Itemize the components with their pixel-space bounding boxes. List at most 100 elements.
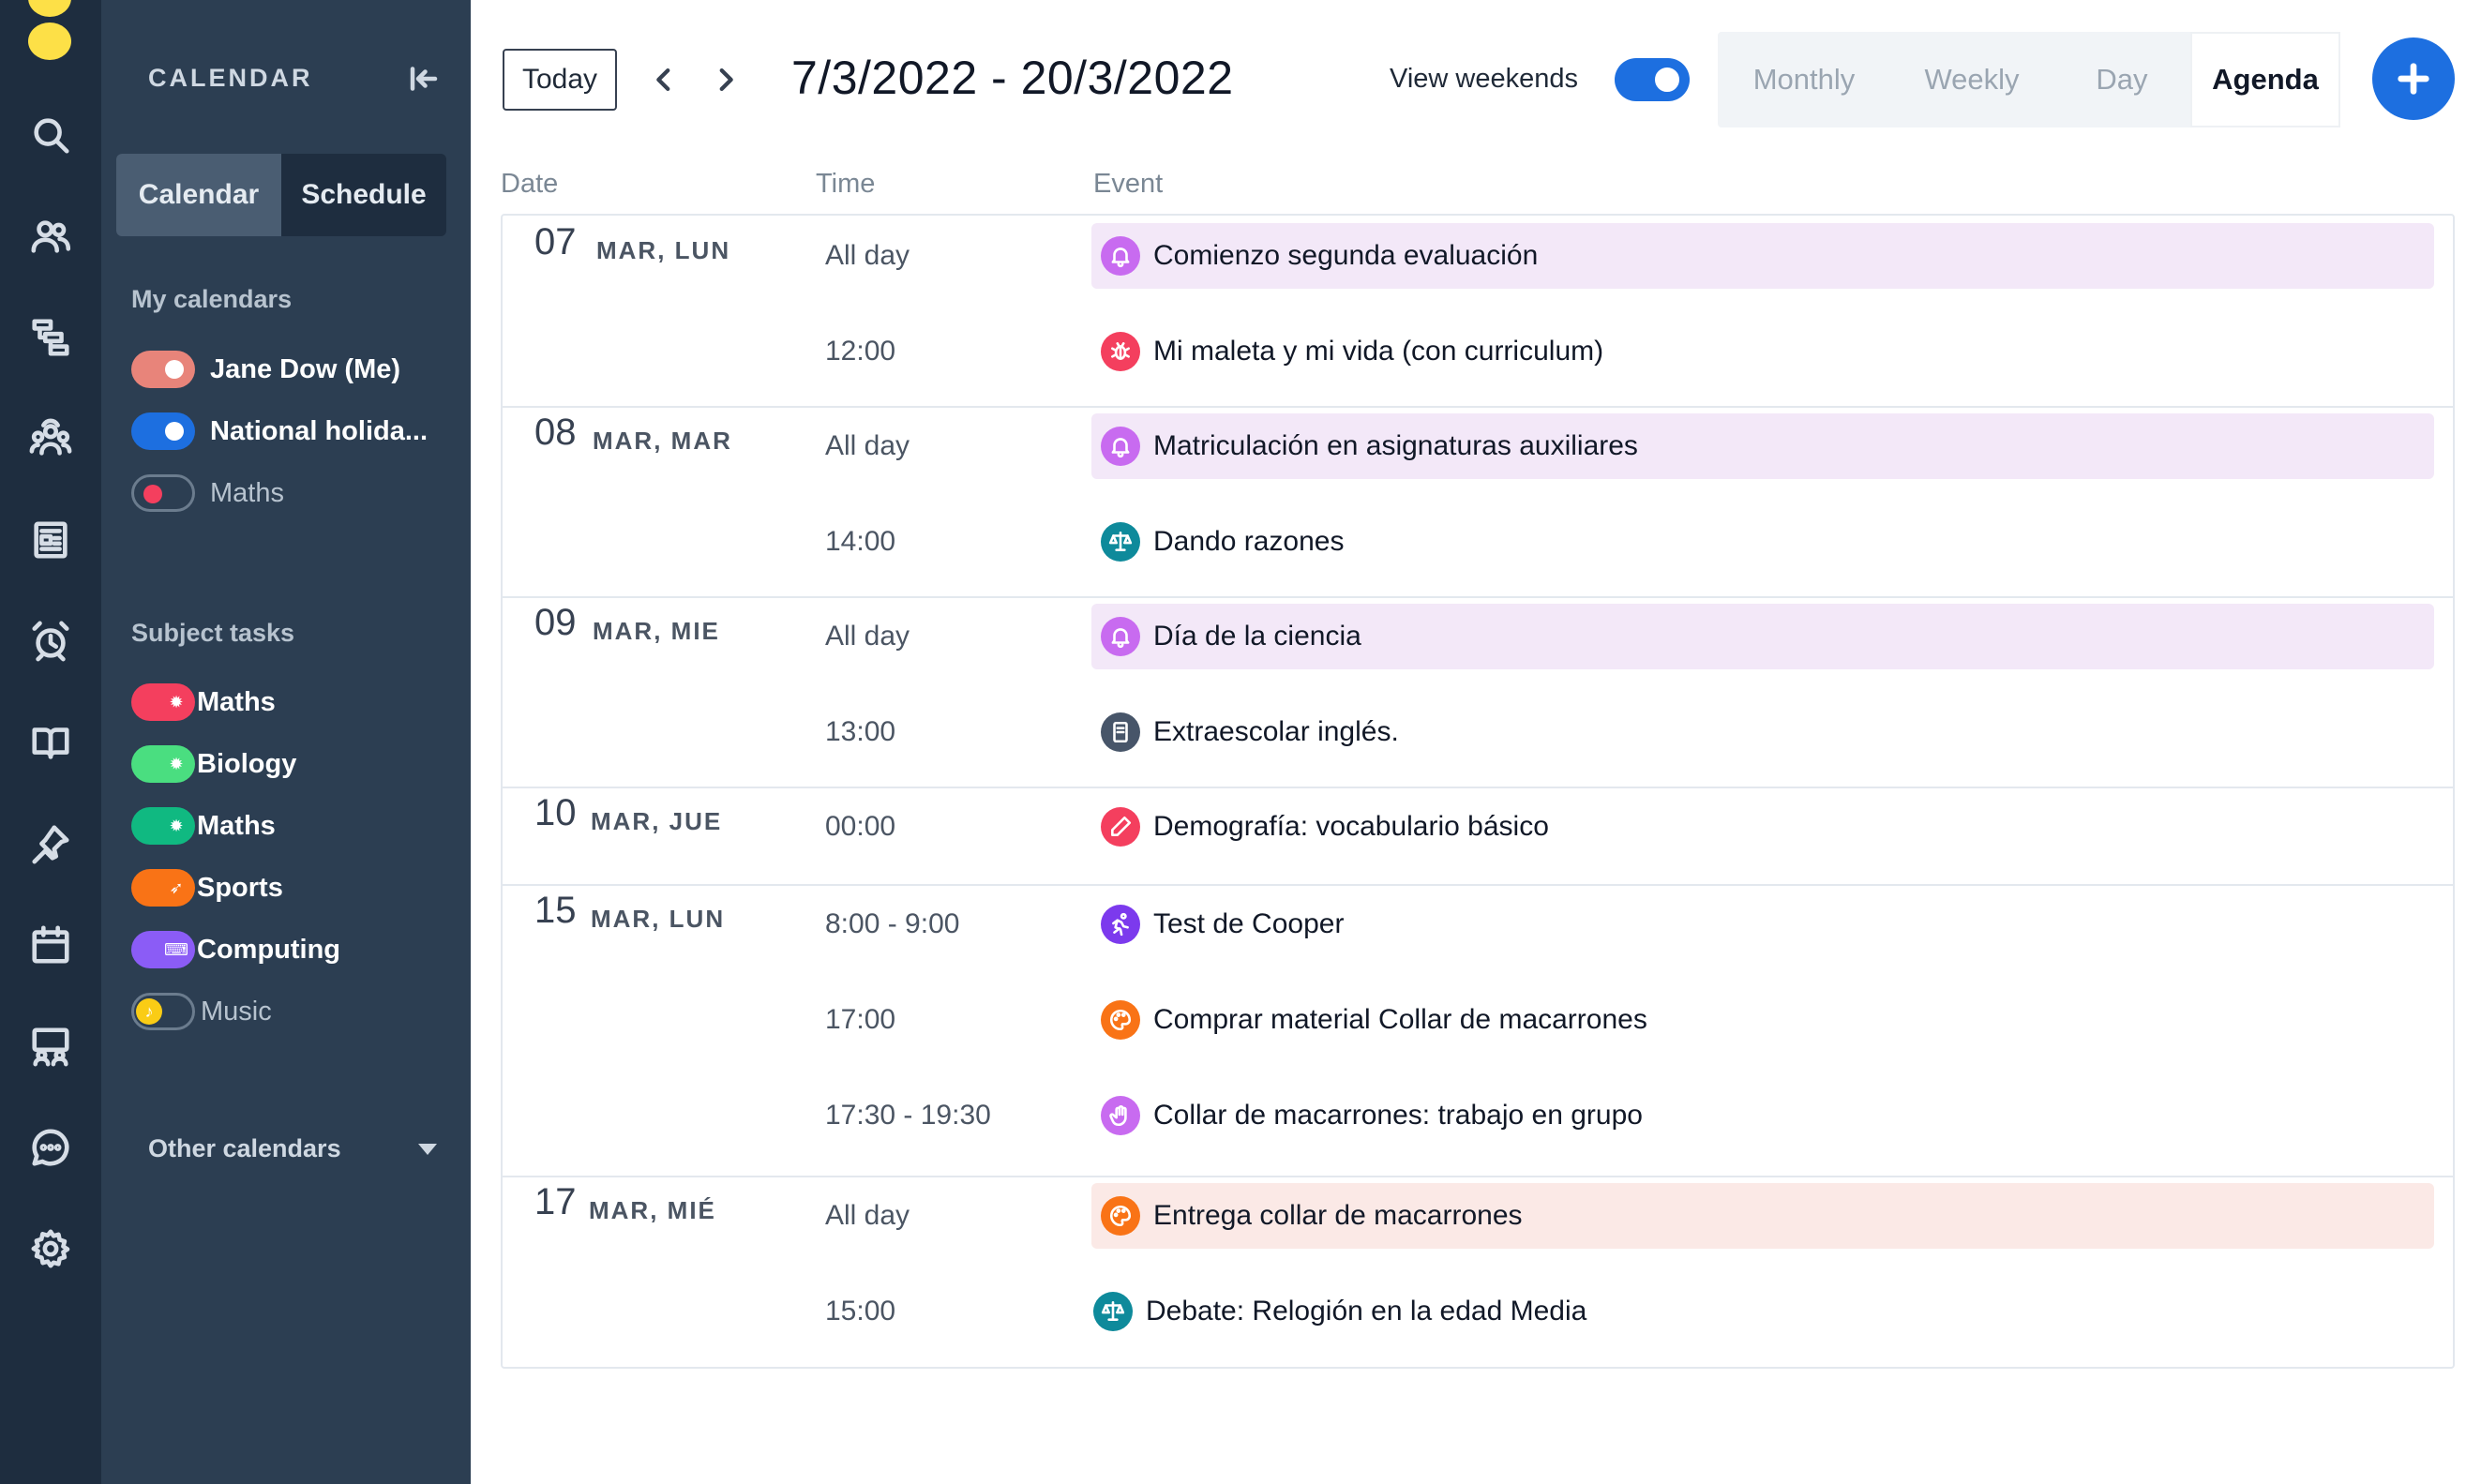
subject-task-maths[interactable]: ✹ Maths xyxy=(131,682,276,723)
event-item[interactable]: Comprar material Collar de macarrones xyxy=(1101,997,1647,1043)
tab-weekly[interactable]: Weekly xyxy=(1924,63,2020,96)
agenda-list: 07 MAR, LUN All day Comienzo segunda evalua… xyxy=(501,214,2455,1369)
event-item[interactable]: Test de Cooper xyxy=(1101,901,1344,948)
event-time: 00:00 xyxy=(825,811,896,842)
day-separator xyxy=(503,884,2453,886)
tab-agenda[interactable]: Agenda xyxy=(2190,32,2340,127)
subject-tasks-heading: Subject tasks xyxy=(131,619,295,647)
pencil-icon xyxy=(1101,807,1140,847)
tab-monthly[interactable]: Monthly xyxy=(1752,63,1856,96)
toggle-switch[interactable]: ✹ xyxy=(131,683,195,721)
day-separator xyxy=(503,787,2453,788)
event-item[interactable]: Demografía: vocabulario básico xyxy=(1101,803,1549,850)
event-item[interactable]: Día de la ciencia xyxy=(1101,613,1361,660)
runner-icon: ➶ xyxy=(169,877,184,897)
day-label: MAR, JUE xyxy=(591,807,723,835)
presentation-icon[interactable] xyxy=(23,1018,79,1074)
app-logo xyxy=(17,0,83,64)
hand-icon xyxy=(1101,1096,1140,1135)
chevron-left-icon xyxy=(656,67,670,92)
gear-icon[interactable] xyxy=(23,1221,79,1277)
collapse-sidebar-icon[interactable] xyxy=(403,58,444,99)
calendar-toggle-national-holidays[interactable]: National holida... xyxy=(131,411,428,452)
event-time: 17:30 - 19:30 xyxy=(825,1100,991,1131)
toggle-switch[interactable]: ✹ xyxy=(131,745,195,783)
day-number: 09 xyxy=(534,602,577,643)
subject-task-biology[interactable]: ✹ Biology xyxy=(131,743,296,785)
day-label: MAR, MIE xyxy=(593,617,720,645)
bell-icon xyxy=(1101,427,1140,466)
event-title: Entrega collar de macarrones xyxy=(1153,1200,1523,1231)
group-icon[interactable] xyxy=(23,411,79,467)
other-calendars-toggle[interactable]: Other calendars xyxy=(148,1134,341,1162)
add-event-button[interactable] xyxy=(2372,37,2455,120)
day-label: MAR, MIÉ xyxy=(589,1196,716,1224)
toggle-switch[interactable]: ⌨ xyxy=(131,931,195,968)
event-title: Matriculación en asignaturas auxiliares xyxy=(1153,430,1638,461)
next-period-button[interactable] xyxy=(705,58,746,101)
day-number: 15 xyxy=(534,890,577,931)
alarm-icon[interactable] xyxy=(23,613,79,669)
calendar-label: Jane Dow (Me) xyxy=(210,353,401,384)
event-item[interactable]: Dando razones xyxy=(1101,518,1344,565)
day-separator xyxy=(503,1176,2453,1177)
event-title: Comienzo segunda evaluación xyxy=(1153,240,1539,271)
event-time: All day xyxy=(825,240,910,271)
pin-icon[interactable] xyxy=(23,816,79,872)
day-separator xyxy=(503,596,2453,598)
tab-day[interactable]: Day xyxy=(2096,63,2148,96)
previous-period-button[interactable] xyxy=(643,58,684,101)
event-item[interactable]: Mi maleta y mi vida (con curriculum) xyxy=(1101,328,1603,375)
subject-task-computing[interactable]: ⌨ Computing xyxy=(131,929,340,970)
subject-task-label: Maths xyxy=(197,810,276,841)
today-button[interactable]: Today xyxy=(503,49,617,111)
toggle-switch[interactable]: ♪ xyxy=(131,993,195,1030)
palette-icon xyxy=(1101,1000,1140,1040)
calendar-label: Maths xyxy=(210,477,284,508)
all-day-event-highlight xyxy=(1091,1183,2434,1249)
keyboard-icon: ⌨ xyxy=(164,939,188,959)
hierarchy-icon[interactable] xyxy=(23,309,79,366)
subject-task-maths-2[interactable]: ✹ Maths xyxy=(131,805,276,847)
icon-rail xyxy=(0,0,101,1484)
open-book-icon[interactable] xyxy=(23,714,79,771)
event-title: Comprar material Collar de macarrones xyxy=(1153,1004,1647,1035)
date-range-title: 7/3/2022 - 20/3/2022 xyxy=(791,52,1234,104)
calendar-label: National holida... xyxy=(210,415,429,446)
event-item[interactable]: Extraescolar inglés. xyxy=(1101,709,1399,756)
view-weekends-toggle[interactable] xyxy=(1615,58,1690,101)
event-item[interactable]: Entrega collar de macarrones xyxy=(1101,1192,1523,1239)
day-number: 07 xyxy=(534,221,577,262)
event-title: Demografía: vocabulario básico xyxy=(1153,811,1549,842)
newspaper-icon[interactable] xyxy=(23,512,79,568)
tab-schedule[interactable]: Schedule xyxy=(301,179,427,210)
subject-task-sports[interactable]: ➶ Sports xyxy=(131,867,283,908)
calendar-toggle-maths[interactable]: Maths xyxy=(131,472,284,514)
calendar-toggle-jane[interactable]: Jane Dow (Me) xyxy=(131,349,400,390)
toggle-switch[interactable] xyxy=(131,412,195,450)
chevron-down-icon[interactable] xyxy=(418,1144,437,1155)
toggle-switch[interactable] xyxy=(131,474,195,512)
calendar-icon[interactable] xyxy=(23,917,79,973)
runner-icon xyxy=(1101,905,1140,944)
palette-icon xyxy=(1101,1196,1140,1236)
day-label: MAR, LUN xyxy=(596,236,731,264)
event-title: Mi maleta y mi vida (con curriculum) xyxy=(1153,336,1604,367)
subject-task-music[interactable]: ♪ Music xyxy=(131,991,272,1032)
toggle-switch[interactable]: ✹ xyxy=(131,807,195,845)
event-item[interactable]: Matriculación en asignaturas auxiliares xyxy=(1101,423,1638,470)
toggle-switch[interactable] xyxy=(131,351,195,388)
search-icon[interactable] xyxy=(23,107,79,163)
event-item[interactable]: Collar de macarrones: trabajo en grupo xyxy=(1101,1092,1643,1139)
event-item[interactable]: Comienzo segunda evaluación xyxy=(1101,232,1538,279)
tab-calendar[interactable]: Calendar xyxy=(116,154,281,236)
view-switcher: Monthly Weekly Day Agenda xyxy=(1718,32,2340,127)
users-icon[interactable] xyxy=(23,208,79,264)
toggle-switch[interactable]: ➶ xyxy=(131,869,195,907)
music-note-icon: ♪ xyxy=(136,998,162,1025)
day-number: 08 xyxy=(534,412,577,453)
event-time: 15:00 xyxy=(825,1296,896,1327)
event-title: Collar de macarrones: trabajo en grupo xyxy=(1153,1100,1643,1131)
event-item[interactable]: Debate: Relogión en la edad Media xyxy=(1093,1288,1586,1335)
chat-icon[interactable] xyxy=(23,1119,79,1176)
